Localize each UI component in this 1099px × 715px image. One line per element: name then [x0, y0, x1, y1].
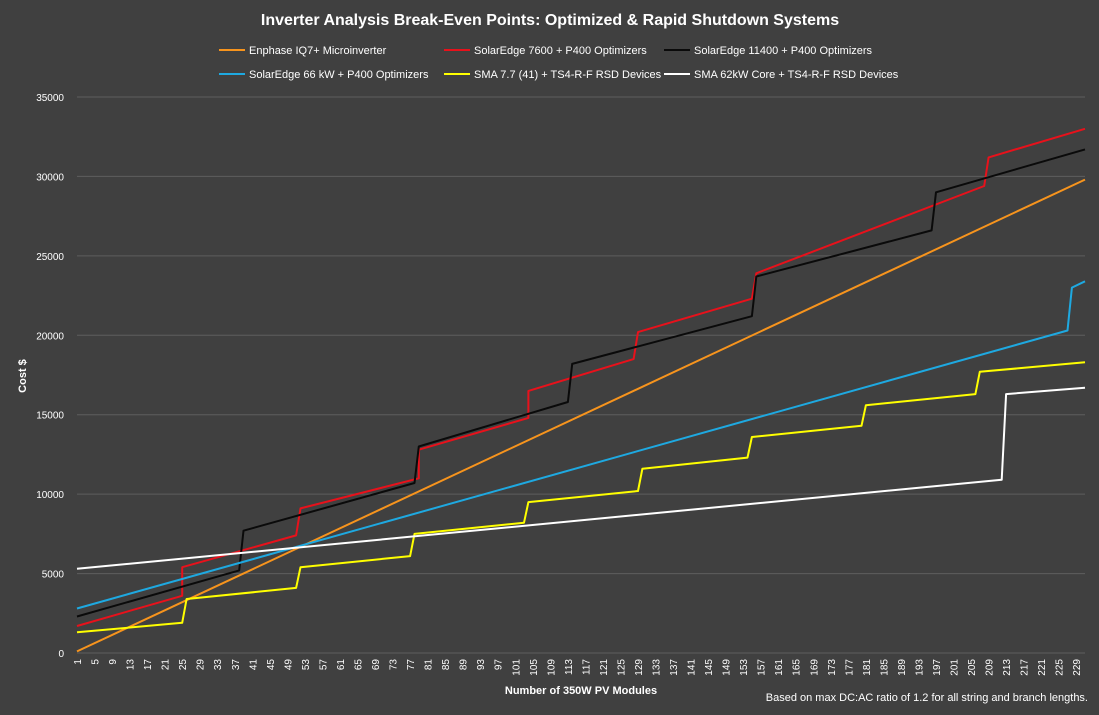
x-tick-label: 189 — [897, 659, 908, 676]
x-tick-label: 105 — [529, 659, 540, 676]
x-tick-label: 217 — [1020, 659, 1031, 676]
y-tick-label: 0 — [58, 649, 64, 660]
x-tick-label: 13 — [126, 659, 137, 671]
y-tick-label: 35000 — [36, 93, 64, 104]
x-tick-label: 225 — [1055, 659, 1066, 676]
x-tick-label: 77 — [406, 659, 417, 671]
x-tick-label: 185 — [879, 659, 890, 676]
x-tick-label: 149 — [722, 659, 733, 676]
x-axis-title: Number of 350W PV Modules — [505, 685, 657, 697]
x-tick-label: 45 — [266, 659, 277, 671]
y-tick-label: 5000 — [42, 570, 65, 581]
x-tick-label: 49 — [283, 659, 294, 671]
x-tick-label: 73 — [389, 659, 400, 671]
x-tick-label: 193 — [914, 659, 925, 676]
x-tick-label: 181 — [862, 659, 873, 676]
series-line — [76, 178, 1086, 653]
series-line — [76, 361, 1086, 634]
x-tick-label: 165 — [792, 659, 803, 676]
x-tick-label: 145 — [704, 659, 715, 676]
x-tick-label: 41 — [248, 659, 259, 671]
x-tick-label: 213 — [1002, 659, 1013, 676]
legend-label: SolarEdge 11400 + P400 Optimizers — [694, 45, 873, 57]
x-tick-label: 117 — [581, 659, 592, 675]
y-tick-label: 10000 — [36, 490, 64, 501]
x-tick-label: 125 — [616, 659, 627, 676]
y-axis-tick-labels: 0 5000 10000 15000 20000 25000 30000 35000 — [36, 93, 64, 660]
x-tick-label: 33 — [213, 659, 224, 671]
x-axis-tick-labels: 1 5 9 13 17 21 25 29 33 37 41 45 49 53 57 61 65 69 73 77 81 8… — [73, 659, 1083, 676]
x-tick-label: 109 — [546, 659, 557, 676]
y-tick-label: 25000 — [36, 252, 64, 263]
x-tick-label: 197 — [932, 659, 943, 676]
series-line — [76, 280, 1086, 610]
x-tick-label: 169 — [809, 659, 820, 676]
x-tick-label: 153 — [739, 659, 750, 676]
series-line — [76, 148, 1086, 618]
x-tick-label: 129 — [634, 659, 645, 676]
y-axis-title: Cost $ — [17, 359, 29, 393]
x-tick-label: 1 — [73, 659, 84, 665]
x-tick-label: 201 — [950, 659, 961, 676]
x-tick-label: 121 — [599, 659, 610, 676]
x-tick-label: 161 — [774, 659, 785, 676]
x-tick-label: 81 — [424, 659, 435, 671]
series-line — [76, 386, 1086, 570]
x-tick-label: 101 — [511, 659, 522, 676]
legend-label: Enphase IQ7+ Microinverter — [249, 45, 387, 57]
series-line — [76, 127, 1086, 627]
x-tick-label: 205 — [967, 659, 978, 676]
x-tick-label: 85 — [441, 659, 452, 671]
x-tick-label: 93 — [476, 659, 487, 671]
x-tick-label: 141 — [687, 659, 698, 676]
x-tick-label: 65 — [353, 659, 364, 671]
legend-label: SMA 62kW Core + TS4-R-F RSD Devices — [694, 69, 899, 81]
x-tick-label: 29 — [196, 659, 207, 671]
x-tick-label: 229 — [1072, 659, 1083, 676]
legend-label: SolarEdge 7600 + P400 Optimizers — [474, 45, 647, 57]
x-tick-label: 209 — [985, 659, 996, 676]
x-tick-label: 5 — [91, 659, 102, 665]
legend: Enphase IQ7+ Microinverter SolarEdge 7600… — [219, 45, 899, 81]
legend-label: SMA 7.7 (41) + TS4-R-F RSD Devices — [474, 69, 662, 81]
x-tick-label: 97 — [494, 659, 505, 671]
y-tick-label: 20000 — [36, 331, 64, 342]
x-tick-label: 113 — [564, 659, 575, 675]
x-tick-label: 69 — [371, 659, 382, 671]
x-tick-label: 221 — [1037, 659, 1048, 676]
series-lines — [76, 127, 1086, 653]
x-tick-label: 133 — [652, 659, 663, 676]
x-tick-label: 37 — [231, 659, 242, 671]
x-tick-label: 25 — [178, 659, 189, 671]
x-tick-label: 89 — [459, 659, 470, 671]
legend-label: SolarEdge 66 kW + P400 Optimizers — [249, 69, 429, 81]
x-tick-label: 137 — [669, 659, 680, 676]
x-tick-label: 157 — [757, 659, 768, 676]
chart-note: Based on max DC:AC ratio of 1.2 for all … — [766, 692, 1088, 704]
y-tick-label: 15000 — [36, 411, 64, 422]
x-tick-label: 173 — [827, 659, 838, 676]
x-tick-label: 21 — [161, 659, 172, 671]
y-tick-label: 30000 — [36, 172, 64, 183]
x-tick-label: 9 — [108, 659, 119, 665]
x-tick-label: 57 — [318, 659, 329, 671]
x-tick-label: 17 — [143, 659, 154, 671]
x-tick-label: 177 — [844, 659, 855, 676]
x-tick-label: 61 — [336, 659, 347, 671]
x-tick-label: 53 — [301, 659, 312, 671]
chart-title: Inverter Analysis Break-Even Points: Opt… — [261, 12, 839, 29]
